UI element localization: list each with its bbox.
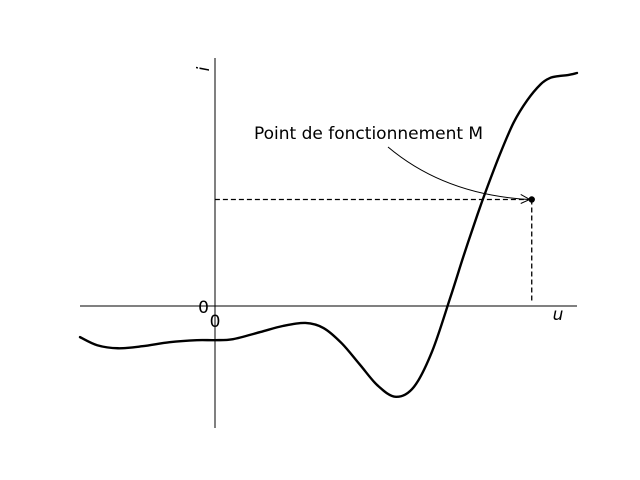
operating-point-marker (528, 196, 535, 203)
x-axis-label: u (553, 305, 564, 325)
annotation-arrow-head (520, 194, 531, 204)
guide-lines (214, 198, 533, 301)
annotation-label: Point de fonctionnement M (254, 124, 483, 144)
characteristic-curve (78, 71, 579, 399)
annotation-arrow (387, 146, 531, 204)
annotation-arrow-shaft (387, 146, 530, 200)
x-tick-label-0: 0 (210, 312, 221, 332)
y-tick-label-0: 0 (198, 298, 209, 318)
y-axis-label: i (194, 66, 214, 71)
